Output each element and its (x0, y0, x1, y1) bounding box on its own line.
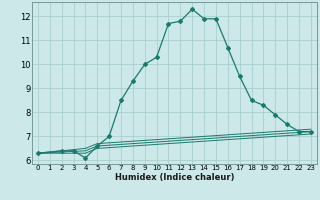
X-axis label: Humidex (Indice chaleur): Humidex (Indice chaleur) (115, 173, 234, 182)
